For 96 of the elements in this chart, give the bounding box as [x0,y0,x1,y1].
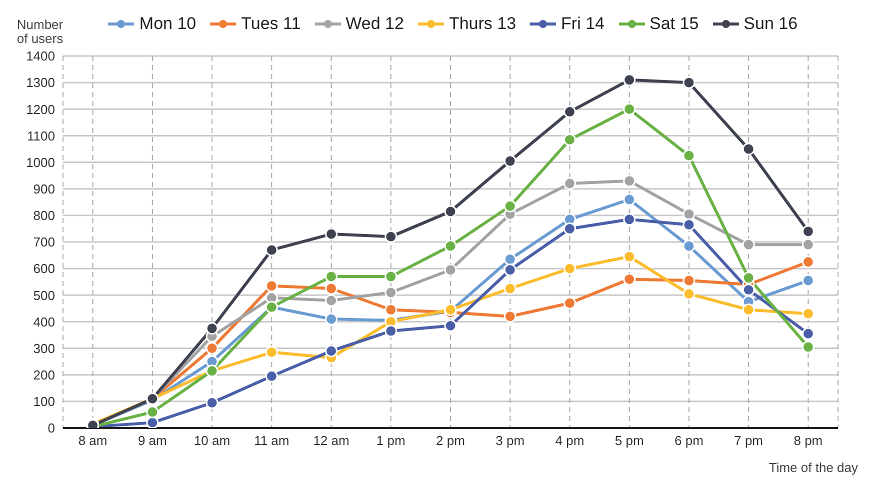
y-tick-label: 800 [33,208,55,224]
point [802,340,814,354]
y-tick-label: 1100 [27,128,55,144]
y-tick-label: 100 [33,394,55,410]
point [384,304,398,316]
legend-label: Wed 12 [344,14,404,34]
point [504,310,516,323]
point [265,244,278,256]
point [623,272,636,286]
point [325,228,338,240]
y-tick-label: 500 [33,288,55,303]
point [563,177,576,190]
point [265,370,278,382]
x-tick-label: 1 pm [376,433,406,448]
y-tick-label: 1400 [26,48,55,64]
point [682,149,696,162]
y-tick-label: 900 [33,181,55,196]
point [623,74,636,86]
point [384,324,398,338]
point [623,250,636,263]
point [325,312,338,326]
x-tick-label: 12 am [313,433,350,448]
legend-label: Sun 16 [742,14,798,34]
x-axis-title: Time of the day [768,460,858,475]
point [444,240,457,252]
point [563,262,576,275]
point [802,327,814,340]
x-tick-label: 3 pm [496,433,525,448]
point [682,274,696,287]
y-tick-label: 300 [33,340,55,356]
point [682,218,696,231]
point [742,284,755,296]
point [742,272,755,284]
y-tick-label: 1000 [26,154,55,170]
point [325,294,338,307]
point [444,319,457,332]
point [325,270,338,283]
point [206,396,218,410]
point [682,240,696,252]
x-tick-label: 9 am [138,433,167,448]
point [623,102,636,116]
point [563,106,576,118]
point [384,286,398,299]
x-tick-label: 8 pm [794,433,823,448]
point [802,238,814,251]
point [802,307,814,320]
y-tick-label: 600 [33,261,55,276]
point [742,238,755,251]
legend-label: Mon 10 [138,14,196,34]
y-axis-title: Number of users [16,17,64,46]
point [325,344,338,358]
point [623,174,636,188]
point [265,346,278,359]
point [504,282,516,295]
point [265,280,278,292]
x-tick-label: 4 pm [555,433,584,448]
point [444,205,457,218]
y-tick-label: 1200 [26,102,55,117]
y-tick-label: 1300 [26,75,55,90]
y-tick-label: 200 [33,367,55,382]
point [206,322,218,335]
x-tick-label: 11 am [254,433,290,448]
point [802,225,814,238]
point [682,76,696,89]
y-tick-label: 0 [48,420,55,436]
legend-label: Sat 15 [648,14,699,34]
point [504,154,516,168]
point [146,406,159,418]
point [682,208,696,220]
point [325,282,338,295]
y-tick-label: 700 [33,234,55,250]
point [563,296,576,310]
point [802,274,814,287]
legend-label: Tues 11 [240,14,301,34]
point [742,142,755,156]
legend-label: Fri 14 [560,14,605,34]
point [504,253,516,266]
x-tick-label: 5 pm [614,433,644,448]
legend-label: Thurs 13 [448,14,516,34]
x-tick-label: 8 am [78,433,108,448]
point [504,200,516,212]
x-tick-label: 6 pm [674,433,704,448]
point [802,256,814,268]
x-tick-label: 10 am [194,433,230,448]
y-tick-label: 400 [33,314,55,330]
x-tick-label: 7 pm [734,433,764,448]
point [384,230,398,243]
point [504,264,516,276]
x-tick-label: 2 pm [436,433,465,448]
point [623,213,636,226]
point [206,342,218,355]
point [444,264,457,276]
point [384,270,398,283]
point [563,222,576,235]
point [682,288,696,300]
point [623,193,636,206]
